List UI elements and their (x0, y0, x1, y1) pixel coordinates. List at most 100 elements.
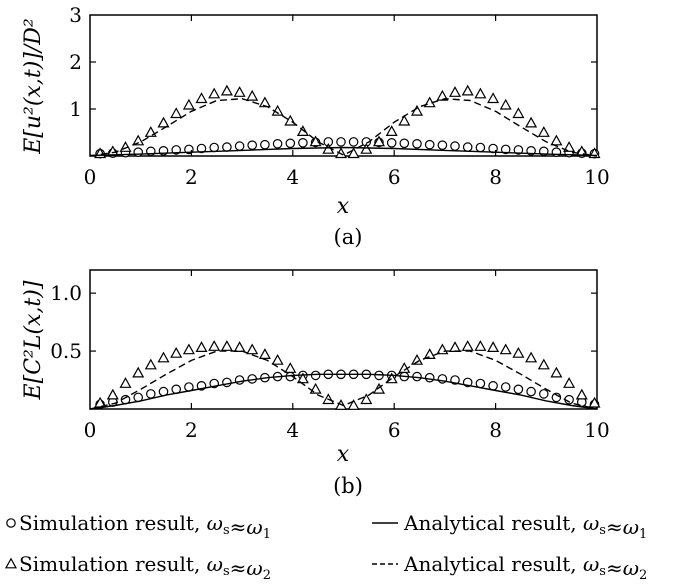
panel-a-triangle-point (220, 84, 233, 96)
panel-b-triangle-point (309, 382, 322, 394)
panel-a-dashed-line (89, 97, 598, 157)
panel-a-circle-point (412, 139, 422, 149)
panel-b-x-tick-label: 0 (84, 418, 97, 442)
panel-b-triangle-point (588, 396, 601, 408)
panel-a-solid-line (89, 146, 598, 157)
panel-a-circle-point (513, 145, 524, 155)
panel-b-x-tick-label: 6 (388, 418, 401, 442)
panel-a-x-axis-label: x (337, 194, 350, 219)
panel-b-x-tick-label: 10 (584, 418, 609, 442)
panel-a-circle-point (348, 137, 359, 147)
legend-label: Analytical result, ωs≈ω1 (403, 511, 647, 542)
panel-b-triangle-point (106, 388, 119, 400)
panel-a-triangle-point (448, 86, 462, 97)
panel-b-triangle-point (563, 377, 576, 388)
panel-b-solid-line (89, 373, 598, 410)
legend-entry-1: Analytical result, ωs≈ω1 (372, 511, 647, 542)
panel-a-frame (89, 14, 598, 157)
panel-b-triangle-point (233, 341, 246, 352)
legend: Simulation result, ωs≈ω1 Analytical resul… (4, 511, 647, 583)
panel-b-circle-point (234, 375, 245, 385)
panel-a-circle-point (222, 142, 232, 152)
panel-b-triangle-point (423, 348, 436, 359)
panel-a-series-2 (89, 146, 598, 157)
panel-b-circle-point (310, 370, 321, 381)
panel-b-triangle-point (448, 341, 462, 352)
panel-a-triangle-point (474, 87, 487, 99)
panel-b-triangle-point (487, 341, 500, 352)
panel-b-triangle-point (461, 340, 474, 351)
panel-a-triangle-point (385, 125, 398, 136)
legend-entry-2: Simulation result, ωs≈ω2 (4, 552, 271, 583)
panel-b-triangle-point (347, 399, 360, 410)
panel-a-triangle-point (360, 142, 373, 154)
panel-a-triangle-point (537, 126, 550, 137)
panel-b-triangle-point (284, 362, 297, 373)
panel-a-circle-point (209, 142, 219, 153)
panel-b-triangle-point (271, 353, 284, 365)
panel-a-circle-point (272, 139, 283, 149)
panel-a-triangle-point (398, 114, 411, 126)
panel-a-triangle-point (170, 107, 183, 119)
panel-a-triangle-point (182, 98, 195, 110)
panel-a-circle-point (133, 147, 143, 157)
panel-b: 0 2 4 6 8 10 0.5 1.0 x (b) E[C²L(x,t)] (21, 269, 610, 498)
panel-a-circle-point (399, 138, 410, 149)
panel-a-x-tick-label: 0 (84, 165, 97, 189)
panel-a-x-tick-label: 4 (286, 165, 299, 189)
panel-b-triangle-point (170, 346, 183, 358)
panel-a-triangle-point (208, 87, 221, 99)
panel-b-triangle-point (119, 377, 132, 388)
panel-a-triangle-point (144, 126, 157, 137)
panel-b-triangle-point (220, 340, 233, 351)
panel-b-circle-point (538, 389, 549, 399)
panel-a-y-tick-label: 2 (69, 50, 82, 74)
panel-a-y-tick-label: 1 (69, 97, 82, 121)
panel-b-x-tick-label: 2 (185, 418, 198, 442)
panel-a-series-1 (94, 84, 601, 159)
panel-b-circle-point (222, 377, 232, 388)
panel-a-circle-point (500, 144, 511, 155)
panel-b-triangle-point (296, 372, 309, 384)
panel-b-series-3 (89, 350, 598, 410)
panel-b-circle-point (424, 372, 435, 383)
panel-a-triangle-point (499, 98, 512, 110)
panel-b-triangle-point (258, 348, 271, 359)
panel-b-triangle-point (550, 366, 563, 378)
panel-a-triangle-point (132, 134, 145, 146)
legend-triangle-marker (4, 557, 18, 569)
panel-a-circle-point (298, 138, 308, 148)
panel-b-marks (89, 340, 601, 410)
panel-b-circle-point (500, 382, 511, 392)
panel-b-circle-point (488, 380, 498, 391)
panel-a-series-3 (89, 97, 598, 157)
panel-a-triangle-point (525, 116, 538, 128)
panel-a-triangle-point (334, 147, 348, 159)
panel-a-caption: (a) (334, 225, 363, 249)
panel-b-circle-point (513, 384, 524, 395)
panel-b-triangle-point (144, 358, 157, 370)
panel-b-triangle-point (132, 366, 145, 378)
panel-b-x-tick-label: 4 (286, 418, 299, 442)
panel-a-triangle-point (372, 135, 386, 147)
panel-a-triangle-point (246, 89, 259, 101)
legend-entry-3: Analytical result, ωs≈ω2 (372, 552, 647, 583)
panel-b-triangle-point (182, 343, 195, 355)
panel-a-circle-point (386, 138, 397, 148)
panel-b-triangle-point (246, 343, 259, 355)
panel-b-triangle-point (436, 343, 449, 355)
legend-label: Simulation result, ωs≈ω1 (19, 511, 271, 542)
panel-a-triangle-point (258, 96, 271, 108)
panel-a-x-tick-label: 6 (388, 165, 401, 189)
panel-b-series-1 (94, 340, 601, 410)
panel-a-triangle-point (119, 141, 132, 152)
panel-b-circle-point (146, 389, 156, 399)
panel-a-y-tick-label: 3 (69, 3, 82, 27)
panel-a-circle-point (285, 138, 296, 149)
panel-a-x-tick-label: 10 (584, 165, 609, 189)
legend-circle-marker (6, 518, 16, 528)
panel-b-dashed-line (89, 350, 598, 410)
panel-b-triangle-point (360, 393, 373, 405)
legend-label: Analytical result, ωs≈ω2 (403, 552, 647, 583)
